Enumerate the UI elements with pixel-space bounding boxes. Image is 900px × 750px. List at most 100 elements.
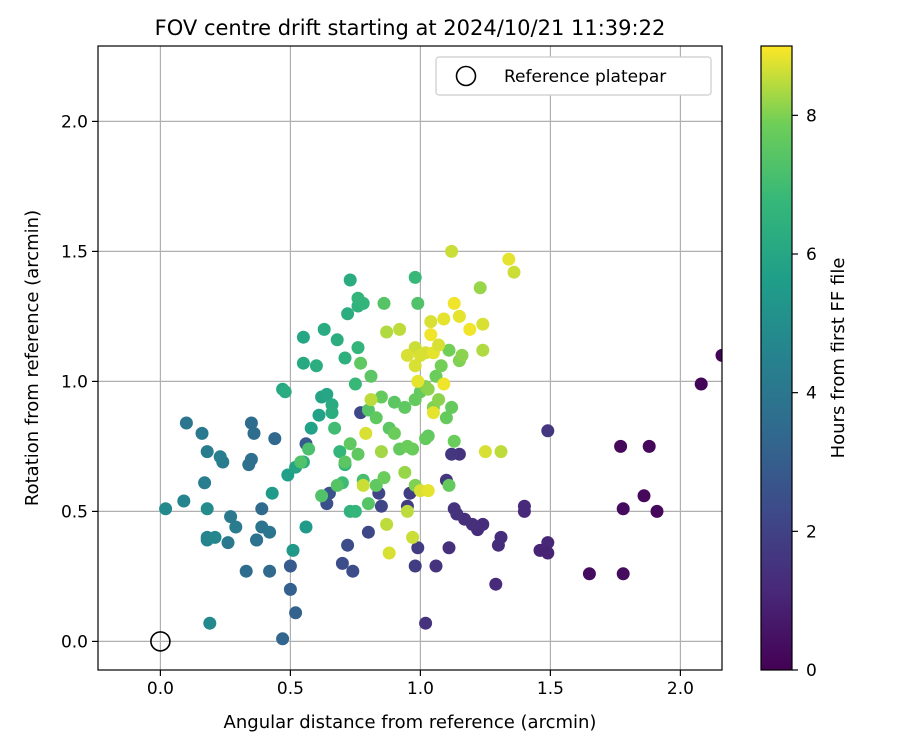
- scatter-point: [637, 489, 651, 503]
- scatter-point: [198, 476, 212, 490]
- scatter-point: [421, 484, 435, 498]
- colorbar-label: Hours from first FF file: [828, 258, 849, 459]
- scatter-point: [411, 541, 425, 555]
- scatter-point: [255, 502, 269, 516]
- y-axis-ticks: 0.0 0.5 1.0 1.5 2.0: [61, 112, 98, 652]
- scatter-point: [377, 296, 391, 310]
- scatter-point: [374, 445, 388, 459]
- scatter-point: [247, 426, 261, 440]
- y-tick-label: 1.5: [61, 242, 88, 262]
- scatter-point: [463, 322, 477, 336]
- scatter-point: [208, 530, 222, 544]
- legend-marker-icon: [455, 65, 477, 87]
- scatter-point: [398, 400, 412, 414]
- scatter-point: [283, 582, 297, 596]
- scatter-point: [346, 564, 360, 578]
- scatter-point: [439, 411, 453, 425]
- colorbar-gradient: [760, 45, 793, 671]
- scatter-point: [294, 455, 308, 469]
- scatter-point: [244, 416, 258, 430]
- scatter-point: [348, 504, 362, 518]
- scatter-point: [432, 338, 446, 352]
- plot-frame: [97, 45, 723, 671]
- scatter-point: [341, 538, 355, 552]
- scatter-point: [455, 348, 469, 362]
- scatter-point: [351, 447, 365, 461]
- colorbar: 0 2 4 6 8 Hours from first FF file: [760, 45, 849, 681]
- x-tick-label: 0.0: [147, 679, 174, 699]
- scatter-point: [406, 530, 420, 544]
- scatter-point: [616, 502, 630, 516]
- scatter-point: [312, 408, 326, 422]
- scatter-point: [614, 439, 628, 453]
- scatter-point: [221, 536, 235, 550]
- scatter-point: [447, 434, 461, 448]
- scatter-point: [320, 387, 334, 401]
- scatter-point: [330, 333, 344, 347]
- scatter-point: [359, 426, 373, 440]
- scatter-point: [200, 445, 214, 459]
- y-tick-label: 2.0: [61, 112, 88, 132]
- scatter-point: [413, 348, 427, 362]
- scatter-point: [364, 369, 378, 383]
- chart-title: FOV centre drift starting at 2024/10/21 …: [155, 16, 666, 40]
- scatter-point: [263, 525, 277, 539]
- scatter-point: [380, 517, 394, 531]
- scatter-point: [582, 567, 596, 581]
- scatter-point: [265, 486, 279, 500]
- scatter-point: [408, 359, 422, 373]
- scatter-point: [445, 244, 459, 258]
- scatter-point: [299, 520, 313, 534]
- scatter-point: [338, 455, 352, 469]
- scatter-point: [411, 296, 425, 310]
- scatter-point: [361, 497, 375, 511]
- scatter-point: [296, 330, 310, 344]
- colorbar-tick-label: 8: [806, 106, 817, 126]
- scatter-point: [179, 416, 193, 430]
- scatter-point: [400, 504, 414, 518]
- scatter-point: [374, 499, 388, 513]
- scatter-point: [159, 502, 173, 516]
- scatter-point: [442, 478, 456, 492]
- scatter-point: [351, 341, 365, 355]
- x-tick-label: 0.5: [277, 679, 304, 699]
- scatter-point: [283, 559, 297, 573]
- x-tick-label: 2.0: [667, 679, 694, 699]
- scatter-point: [411, 374, 425, 388]
- scatter-point: [452, 309, 466, 323]
- colorbar-tick-label: 0: [806, 661, 817, 681]
- scatter-point: [278, 385, 292, 399]
- scatter-point: [361, 525, 375, 539]
- scatter-point: [419, 616, 433, 630]
- scatter-point: [302, 442, 316, 456]
- scatter-point: [203, 616, 217, 630]
- scatter-point: [177, 494, 191, 508]
- x-axis-label: Angular distance from reference (arcmin): [224, 712, 597, 733]
- scatter-point: [317, 322, 331, 336]
- scatter-point: [354, 356, 368, 370]
- scatter-point: [333, 445, 347, 459]
- scatter-point: [229, 520, 243, 534]
- scatter-point: [434, 359, 448, 373]
- scatter-point: [642, 439, 656, 453]
- scatter-point: [330, 478, 344, 492]
- legend-box: [435, 56, 712, 96]
- scatter-point: [541, 536, 555, 550]
- scatter-point: [356, 296, 370, 310]
- scatter-point: [328, 421, 342, 435]
- scatter-point: [369, 411, 383, 425]
- scatter-point: [616, 567, 630, 581]
- scatter-point: [478, 445, 492, 459]
- scatter-point: [341, 307, 355, 321]
- scatter-point: [343, 437, 357, 451]
- colorbar-tick-label: 2: [806, 522, 817, 542]
- colorbar-ticks: 0 2 4 6 8: [792, 106, 817, 681]
- scatter-point: [250, 533, 264, 547]
- scatter-point: [424, 328, 438, 342]
- legend-label: Reference platepar: [504, 67, 666, 87]
- scatter-point: [507, 265, 521, 279]
- scatter-point: [200, 502, 214, 516]
- reference-platepar-marker: [150, 631, 171, 652]
- scatter-point: [447, 502, 461, 516]
